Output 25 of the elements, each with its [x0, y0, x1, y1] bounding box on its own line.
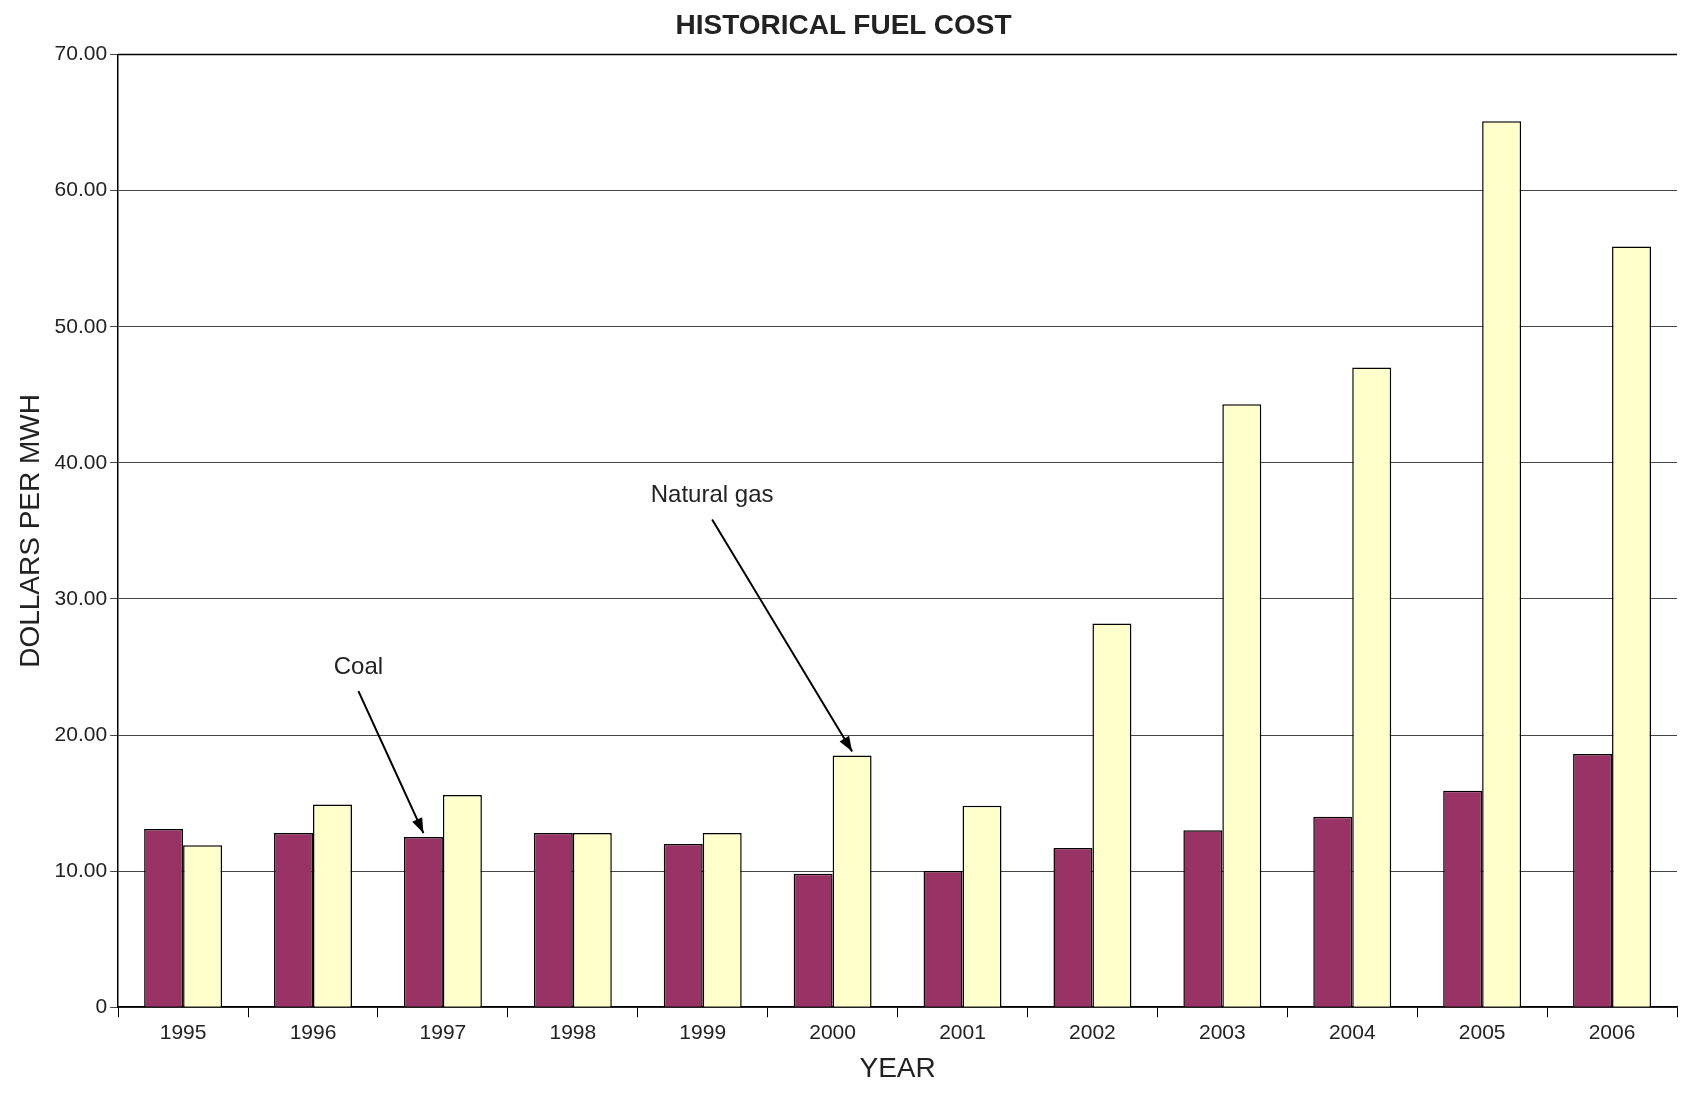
- chart-title: HISTORICAL FUEL COST: [675, 8, 1012, 40]
- x-tick-label: 2003: [1198, 1019, 1246, 1043]
- y-tick-label: 70.00: [54, 41, 108, 65]
- x-tick-label: 1998: [549, 1019, 597, 1043]
- text: Natural gas: [650, 480, 774, 508]
- y-axis-title: DOLLARS PER MWH: [13, 393, 45, 668]
- x-tick-label: 1996: [289, 1019, 337, 1043]
- x-tick-label: 1997: [419, 1019, 467, 1043]
- x-tick-label: 2006: [1588, 1019, 1636, 1043]
- y-tick-label: 0: [95, 994, 108, 1017]
- x-tick-label: 2004: [1328, 1019, 1376, 1043]
- y-tick-label: 10.00: [54, 857, 108, 881]
- x-axis-title: YEAR: [859, 1051, 936, 1083]
- y-tick-label: 60.00: [54, 177, 108, 201]
- x-tick-label: 2001: [939, 1019, 986, 1043]
- text: Coal: [333, 651, 384, 679]
- y-tick-label: 40.00: [54, 449, 108, 473]
- y-tick-label: 30.00: [54, 585, 108, 609]
- y-tick-label: 20.00: [54, 721, 108, 745]
- x-tick-label: 1995: [159, 1019, 207, 1043]
- y-tick-label: 50.00: [54, 313, 108, 337]
- x-tick-label: 1999: [679, 1019, 727, 1043]
- x-tick-label: 2005: [1458, 1019, 1506, 1043]
- x-tick-label: 2000: [809, 1019, 856, 1043]
- x-tick-label: 2002: [1069, 1019, 1116, 1043]
